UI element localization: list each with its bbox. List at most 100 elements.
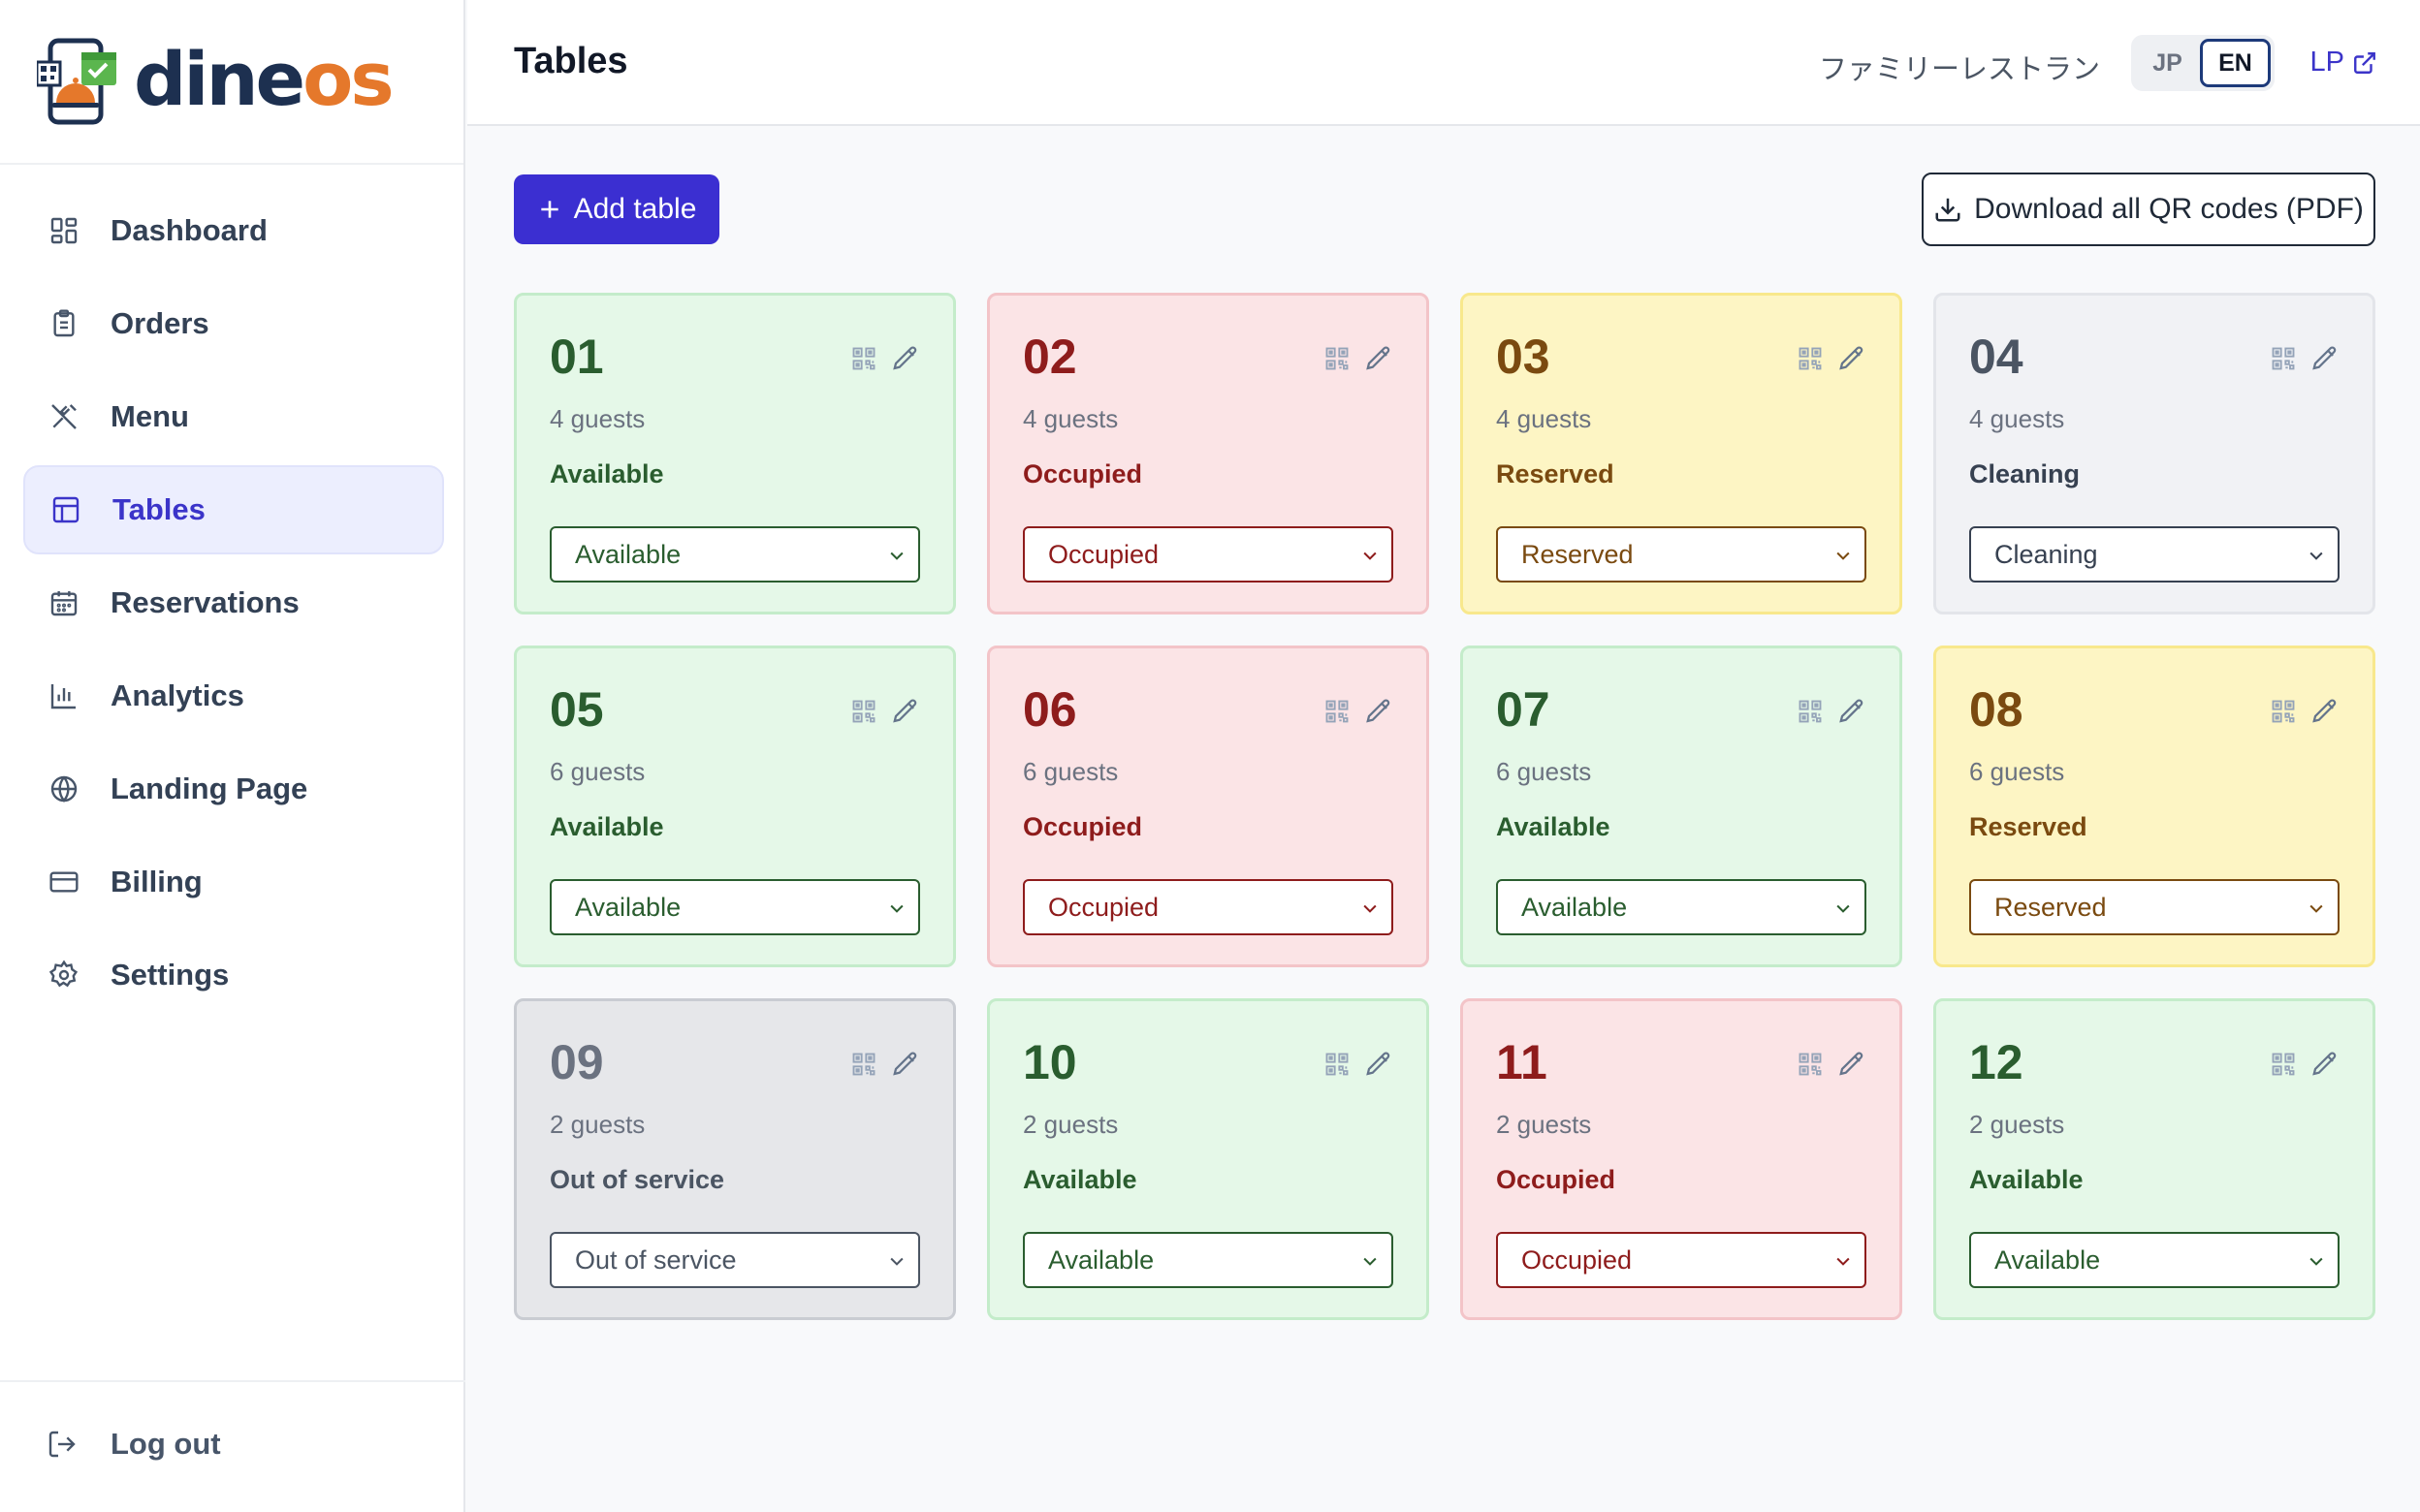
sidebar-item-label: Orders [111, 306, 209, 340]
chevron-down-icon [887, 1251, 907, 1271]
sidebar-nav: Dashboard Orders Menu Tables Reservation… [23, 186, 444, 1024]
status-select[interactable]: Occupied [1023, 526, 1393, 583]
sidebar-item-label: Dashboard [111, 213, 268, 247]
qr-code-icon[interactable] [850, 1051, 877, 1078]
dashboard-icon [47, 213, 81, 248]
edit-pencil-icon[interactable] [1837, 697, 1866, 726]
status-select[interactable]: Reserved [1969, 879, 2340, 935]
status-select-value: Available [575, 539, 682, 569]
logo[interactable]: dineos [0, 0, 463, 165]
status-select[interactable]: Available [550, 879, 920, 935]
table-card-03: 03 4 guests Reserved Reserved [1460, 293, 1902, 614]
lang-en-button[interactable]: EN [2200, 39, 2271, 87]
sidebar-item-landing-page[interactable]: Landing Page [23, 744, 444, 834]
status-select[interactable]: Out of service [550, 1232, 920, 1288]
qr-code-icon[interactable] [1797, 1051, 1824, 1078]
bar-chart-icon [47, 678, 81, 713]
logout-button[interactable]: Log out [47, 1427, 221, 1462]
status-select[interactable]: Available [1496, 879, 1866, 935]
logout-label: Log out [111, 1427, 221, 1461]
table-guests: 2 guests [1496, 1110, 1592, 1139]
external-link-icon [2352, 50, 2377, 76]
table-status: Occupied [1023, 459, 1143, 488]
qr-code-icon[interactable] [2270, 345, 2297, 372]
table-number: 04 [1969, 330, 2023, 384]
table-status: Reserved [1969, 812, 2087, 841]
qr-code-icon[interactable] [1323, 698, 1351, 725]
clipboard-icon [47, 306, 81, 341]
add-table-label: Add table [573, 193, 697, 225]
edit-pencil-icon[interactable] [2310, 344, 2340, 373]
status-select[interactable]: Available [1969, 1232, 2340, 1288]
sidebar-item-reservations[interactable]: Reservations [23, 558, 444, 647]
status-select-value: Available [1994, 1244, 2101, 1275]
table-card-02: 02 4 guests Occupied Occupied [987, 293, 1429, 614]
table-guests: 6 guests [1023, 757, 1119, 786]
card-actions [1323, 697, 1393, 726]
sidebar-item-label: Billing [111, 865, 203, 898]
card-actions [1323, 1050, 1393, 1079]
edit-pencil-icon[interactable] [1364, 697, 1393, 726]
chevron-down-icon [1360, 898, 1380, 918]
table-guests: 6 guests [1969, 757, 2065, 786]
status-select-value: Available [575, 892, 682, 922]
edit-pencil-icon[interactable] [2310, 1050, 2340, 1079]
sidebar-footer: Log out [0, 1380, 465, 1512]
sidebar-item-settings[interactable]: Settings [23, 930, 444, 1020]
status-select[interactable]: Occupied [1023, 879, 1393, 935]
edit-pencil-icon[interactable] [891, 344, 920, 373]
chevron-down-icon [1360, 546, 1380, 565]
sidebar-item-dashboard[interactable]: Dashboard [23, 186, 444, 275]
table-number: 05 [550, 682, 604, 737]
edit-pencil-icon[interactable] [1837, 344, 1866, 373]
qr-code-icon[interactable] [850, 698, 877, 725]
table-card-12: 12 2 guests Available Available [1933, 998, 2375, 1320]
sidebar-item-analytics[interactable]: Analytics [23, 651, 444, 740]
status-select[interactable]: Occupied [1496, 1232, 1866, 1288]
qr-code-icon[interactable] [1797, 698, 1824, 725]
qr-code-icon[interactable] [1323, 1051, 1351, 1078]
sidebar-item-label: Landing Page [111, 772, 308, 805]
edit-pencil-icon[interactable] [891, 697, 920, 726]
qr-code-icon[interactable] [1323, 345, 1351, 372]
status-select-value: Out of service [575, 1244, 737, 1275]
sidebar-item-tables[interactable]: Tables [23, 465, 444, 554]
restaurant-name: ファミリーレストラン [1818, 54, 2100, 85]
status-select-value: Occupied [1521, 1244, 1633, 1275]
add-table-button[interactable]: Add table [514, 174, 719, 244]
sidebar-item-menu[interactable]: Menu [23, 372, 444, 461]
sidebar-item-orders[interactable]: Orders [23, 279, 444, 368]
lang-jp-button[interactable]: JP [2152, 48, 2182, 77]
status-select[interactable]: Available [1023, 1232, 1393, 1288]
status-select[interactable]: Reserved [1496, 526, 1866, 583]
table-number: 02 [1023, 330, 1077, 384]
status-select-value: Reserved [1521, 539, 1634, 569]
logo-text: dineos [134, 36, 395, 122]
qr-code-icon[interactable] [850, 345, 877, 372]
download-qr-button[interactable]: Download all QR codes (PDF) [1922, 173, 2375, 246]
table-status: Cleaning [1969, 459, 2081, 488]
card-actions [1797, 697, 1866, 726]
table-number: 01 [550, 330, 604, 384]
edit-pencil-icon[interactable] [891, 1050, 920, 1079]
top-header: Tables ファミリーレストラン JP EN LP [467, 0, 2420, 126]
status-select[interactable]: Cleaning [1969, 526, 2340, 583]
table-number: 06 [1023, 682, 1077, 737]
card-actions [850, 1050, 920, 1079]
edit-pencil-icon[interactable] [1364, 1050, 1393, 1079]
chevron-down-icon [2307, 898, 2326, 918]
table-card-07: 07 6 guests Available Available [1460, 646, 1902, 967]
qr-code-icon[interactable] [1797, 345, 1824, 372]
qr-code-icon[interactable] [2270, 1051, 2297, 1078]
edit-pencil-icon[interactable] [1364, 344, 1393, 373]
qr-code-icon[interactable] [2270, 698, 2297, 725]
table-status: Out of service [550, 1165, 725, 1194]
table-number: 12 [1969, 1035, 2023, 1089]
download-icon [1933, 195, 1962, 224]
landing-page-link[interactable]: LP [2310, 47, 2377, 79]
card-actions [2270, 697, 2340, 726]
edit-pencil-icon[interactable] [1837, 1050, 1866, 1079]
sidebar-item-billing[interactable]: Billing [23, 837, 444, 927]
status-select[interactable]: Available [550, 526, 920, 583]
edit-pencil-icon[interactable] [2310, 697, 2340, 726]
